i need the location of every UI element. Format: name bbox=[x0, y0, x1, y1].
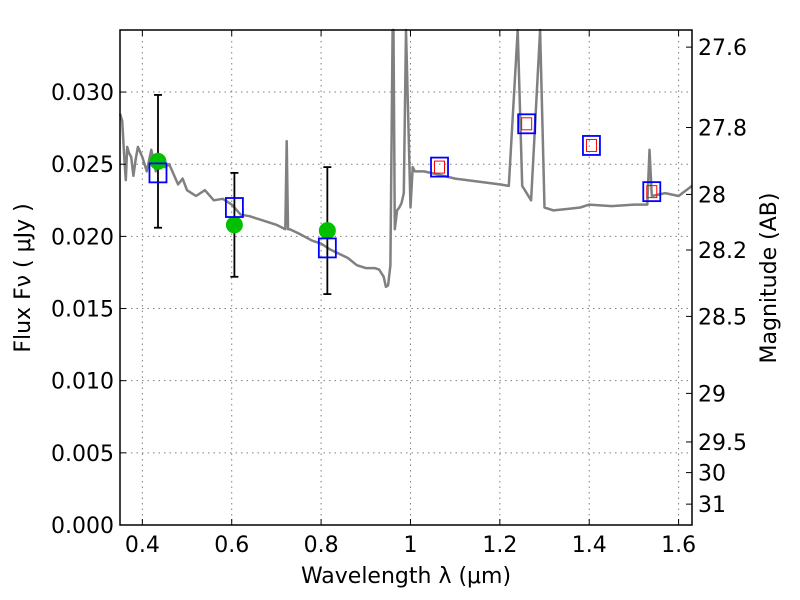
model-band-square-inner bbox=[585, 138, 597, 152]
model-band-square-inner bbox=[521, 117, 533, 131]
right-tick-label: 29.5 bbox=[698, 431, 747, 456]
right-tick-label: 28.2 bbox=[698, 239, 747, 264]
observed-point bbox=[318, 222, 336, 240]
y-tick-label: 0.020 bbox=[51, 225, 114, 250]
right-tick-label: 29 bbox=[698, 382, 726, 407]
model-sed-line bbox=[118, 28, 693, 289]
right-tick-label: 31 bbox=[698, 493, 726, 518]
x-tick-label: 0.6 bbox=[214, 533, 249, 558]
y-tick-label: 0.025 bbox=[51, 153, 114, 178]
right-tick-label: 28.5 bbox=[698, 305, 747, 330]
x-tick-label: 1 bbox=[403, 533, 417, 558]
data-points-layer bbox=[148, 94, 662, 295]
model-band-square-inner bbox=[434, 160, 446, 174]
x-tick-label: 0.4 bbox=[125, 533, 160, 558]
y-tick-label: 0.005 bbox=[51, 442, 114, 467]
model-band-square bbox=[642, 181, 662, 203]
right-tick-label: 30 bbox=[698, 462, 726, 487]
model-band-square-inner bbox=[646, 185, 658, 199]
x-axis-label: Wavelength λ (μm) bbox=[301, 564, 511, 589]
model-band-square bbox=[148, 162, 168, 184]
x-tick-label: 1.4 bbox=[572, 533, 607, 558]
x-tick-label: 1.6 bbox=[661, 533, 696, 558]
model-sed-layer bbox=[118, 28, 693, 289]
plot-frame bbox=[119, 29, 693, 526]
model-band-square bbox=[517, 113, 537, 135]
right-tick-label: 28 bbox=[698, 183, 726, 208]
axis-ticks: 0.4 0.6 0.8 1 1.2 1.4 1.6 0.000 0.005 0.010 0.015 0… bbox=[51, 30, 747, 558]
model-band-square bbox=[317, 237, 337, 259]
y-tick-label: 0.030 bbox=[51, 81, 114, 106]
model-band-square bbox=[430, 156, 449, 178]
observed-point bbox=[149, 152, 167, 170]
right-tick-label: 27.8 bbox=[698, 117, 747, 142]
x-tick-label: 1.2 bbox=[482, 533, 517, 558]
x-tick-label: 0.8 bbox=[304, 533, 339, 558]
y-tick-label: 0.000 bbox=[51, 514, 114, 539]
model-band-square bbox=[582, 135, 601, 156]
y-axis-label: Flux Fν ( μJy ) bbox=[11, 203, 36, 352]
model-band-square bbox=[224, 197, 244, 218]
y-tick-label: 0.015 bbox=[51, 298, 114, 323]
right-axis-label: Magnitude (AB) bbox=[757, 193, 782, 364]
right-tick-label: 27.6 bbox=[698, 36, 747, 61]
y-tick-label: 0.010 bbox=[51, 370, 114, 395]
observed-point bbox=[225, 216, 243, 234]
